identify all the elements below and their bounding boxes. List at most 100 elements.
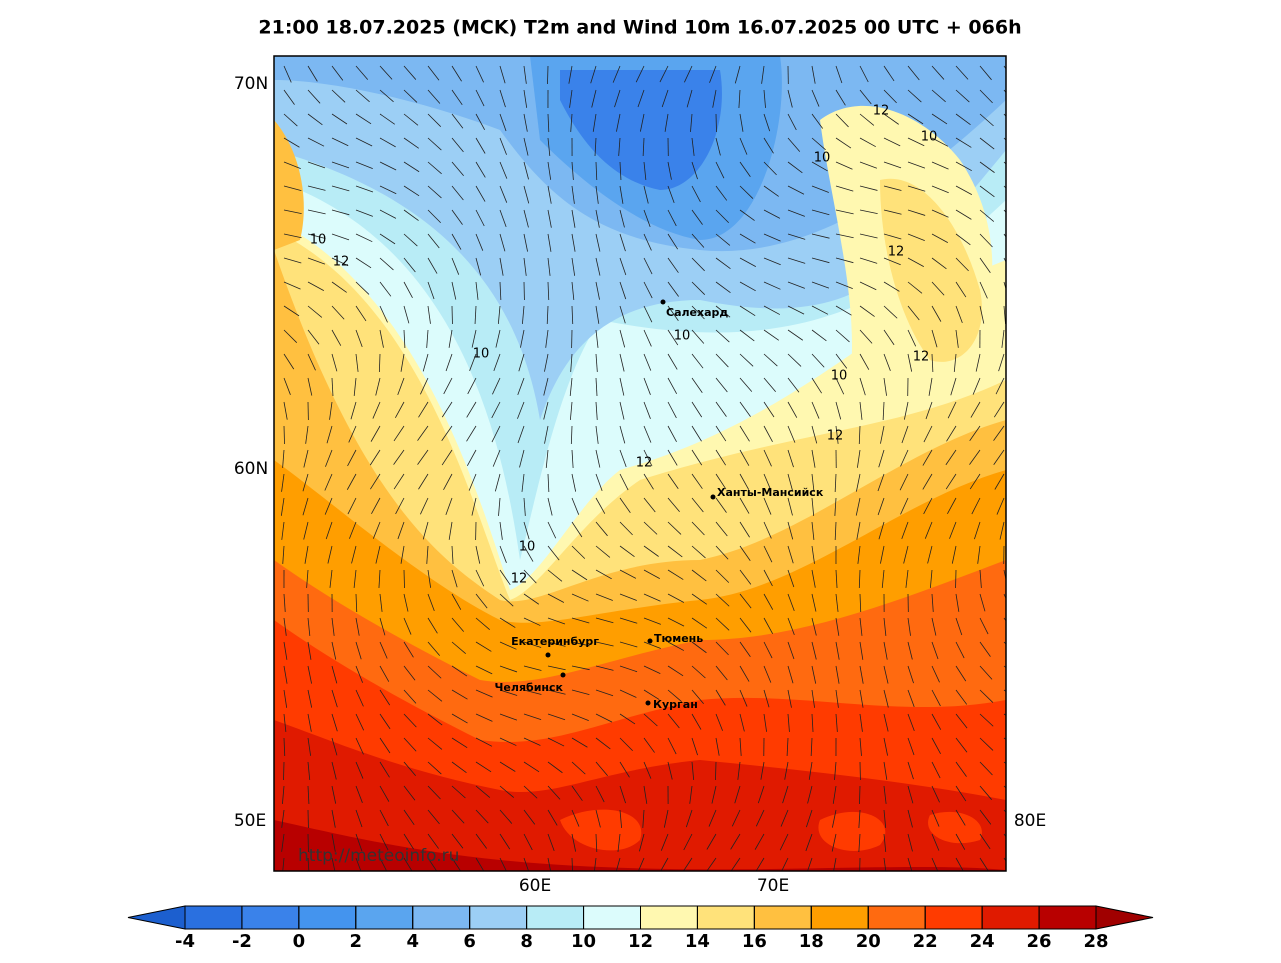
wind-barb — [907, 761, 914, 780]
wind-barb — [595, 233, 601, 252]
wind-barb — [761, 65, 765, 84]
wind-barb — [763, 545, 773, 563]
wind-barb — [379, 137, 396, 148]
wind-barb — [763, 137, 774, 154]
wind-barb — [523, 833, 533, 851]
wind-barb — [283, 713, 287, 732]
colorbar-bin — [753, 905, 812, 930]
wind-barb — [369, 449, 381, 466]
contour-label: 12 — [888, 245, 905, 260]
wind-barb — [857, 545, 861, 564]
wind-barb — [331, 233, 350, 241]
wind-barb — [667, 617, 685, 627]
wind-barb — [859, 617, 863, 636]
wind-barb — [835, 377, 845, 395]
wind-barb — [979, 713, 994, 727]
wind-barb — [931, 665, 940, 683]
colorbar-bin — [696, 905, 755, 930]
wind-barb — [667, 233, 679, 250]
wind-barb — [763, 305, 781, 315]
wind-barb — [595, 497, 606, 514]
wind-barb — [619, 545, 635, 557]
wind-barb — [763, 521, 772, 539]
wind-barb — [859, 401, 863, 420]
wind-barb — [643, 449, 653, 467]
wind-barb — [667, 257, 679, 273]
wind-barb — [931, 113, 948, 125]
wind-barb — [547, 641, 566, 647]
wind-barb — [643, 281, 653, 299]
wind-barb — [643, 641, 661, 649]
wind-barb — [545, 449, 549, 468]
wind-barb — [660, 857, 669, 871]
wind-barb — [931, 305, 942, 322]
wind-barb — [811, 497, 815, 516]
wind-barb — [595, 713, 613, 723]
wind-barb — [547, 65, 549, 85]
wind-barb — [979, 569, 982, 588]
wind-barb — [427, 689, 443, 702]
wind-barb — [571, 257, 576, 276]
wind-barb — [907, 185, 926, 192]
wind-barb — [955, 137, 972, 148]
wind-barb — [395, 497, 405, 515]
wind-barb — [522, 305, 525, 324]
wind-barb — [715, 689, 726, 706]
wind-barb — [931, 737, 941, 755]
wind-barb — [379, 113, 396, 125]
wind-barb — [907, 209, 926, 216]
colorbar-bin — [924, 905, 983, 930]
wind-barb — [283, 209, 302, 215]
wind-barb — [737, 761, 741, 780]
wind-barb — [379, 665, 390, 682]
wind-barb — [571, 305, 574, 325]
wind-barb — [763, 209, 781, 219]
wind-barb — [619, 401, 625, 420]
wind-barb — [637, 89, 645, 108]
wind-barb — [907, 857, 913, 871]
wind-barb — [667, 185, 675, 204]
wind-barb — [499, 809, 513, 824]
wind-barb — [931, 89, 946, 103]
wind-barb — [667, 377, 678, 394]
wind-barb — [811, 89, 820, 107]
wind-barb — [691, 641, 707, 654]
wind-barb — [445, 353, 453, 372]
wind-barb — [878, 449, 885, 468]
wind-barb — [787, 497, 793, 516]
colorbar-bin — [412, 905, 471, 930]
wind-barb — [282, 785, 285, 804]
wind-barb — [763, 353, 778, 367]
wind-barb — [858, 569, 861, 589]
wind-barb — [855, 497, 861, 516]
wind-barb — [787, 449, 794, 468]
wind-barb — [499, 761, 516, 772]
wind-barb — [523, 113, 528, 132]
wind-barb — [972, 377, 981, 395]
wind-barb — [907, 305, 920, 321]
wind-barb — [899, 473, 909, 491]
wind-barb — [619, 329, 626, 348]
wind-barb — [523, 737, 541, 746]
wind-barb — [883, 713, 889, 732]
wind-barb — [979, 113, 994, 127]
wind-barb — [283, 89, 295, 105]
wind-barb — [715, 377, 728, 393]
wind-barb — [835, 665, 840, 684]
colorbar-bin — [640, 905, 698, 930]
wind-barb — [883, 65, 895, 82]
wind-barb — [355, 353, 359, 372]
wind-barb — [883, 161, 902, 169]
wind-barb — [787, 473, 794, 492]
wind-barb — [547, 137, 551, 156]
wind-barb — [547, 569, 563, 582]
wind-barb — [403, 689, 417, 704]
wind-barb — [715, 497, 727, 513]
map-labels: 70N 60N 50E 60E 70E 80E Салехард Ханты-Мансийск… — [234, 74, 1046, 896]
map-frame — [273, 55, 1007, 872]
wind-barb — [763, 377, 776, 392]
wind-barb — [739, 569, 752, 585]
wind-barb — [859, 305, 875, 317]
wind-barb — [955, 761, 967, 777]
colorbar-tick-label: 18 — [799, 931, 824, 952]
